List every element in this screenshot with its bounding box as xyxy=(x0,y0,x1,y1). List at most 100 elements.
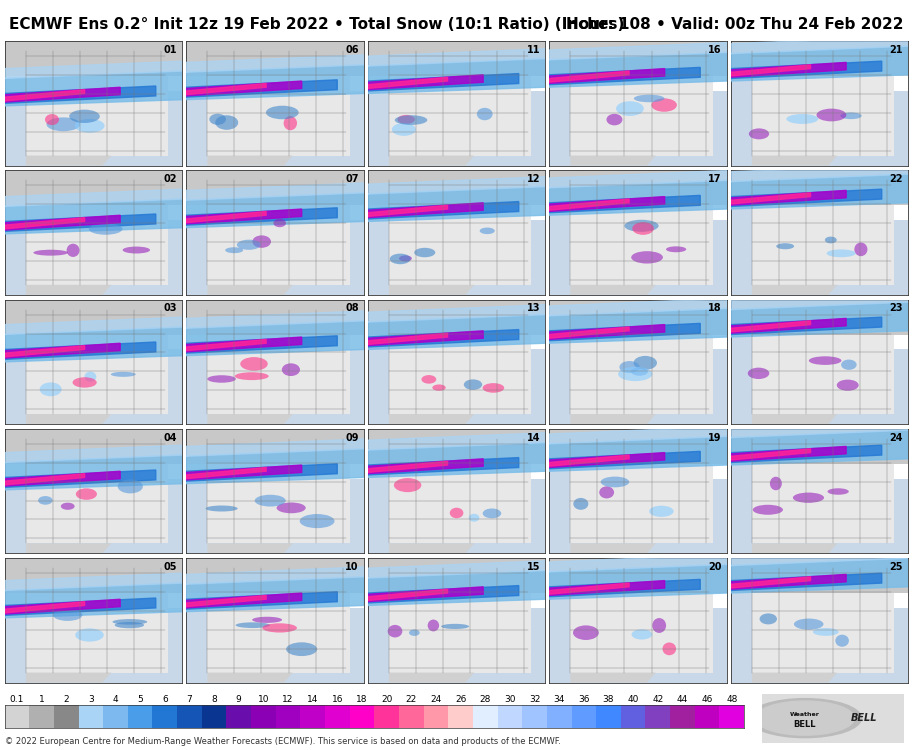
Bar xyxy=(5,558,183,593)
Bar xyxy=(424,705,448,728)
Bar xyxy=(572,705,596,728)
Text: 16: 16 xyxy=(708,45,721,55)
Polygon shape xyxy=(368,206,447,217)
Polygon shape xyxy=(549,565,727,599)
Polygon shape xyxy=(549,427,727,444)
Polygon shape xyxy=(186,311,364,328)
Bar xyxy=(226,705,251,728)
Ellipse shape xyxy=(409,629,420,636)
Ellipse shape xyxy=(599,486,614,499)
Ellipse shape xyxy=(776,243,794,249)
Bar xyxy=(549,41,727,76)
Text: BELL: BELL xyxy=(793,721,816,730)
Polygon shape xyxy=(730,448,811,460)
Polygon shape xyxy=(207,543,293,554)
Bar xyxy=(385,280,545,295)
Text: 22: 22 xyxy=(405,694,417,703)
Bar xyxy=(22,409,183,424)
Text: 10: 10 xyxy=(257,694,269,703)
Bar xyxy=(524,220,545,289)
Text: 01: 01 xyxy=(163,45,177,55)
Polygon shape xyxy=(5,62,183,79)
Ellipse shape xyxy=(277,503,306,513)
Polygon shape xyxy=(368,202,519,219)
Ellipse shape xyxy=(619,361,640,373)
Bar xyxy=(26,571,168,673)
Ellipse shape xyxy=(236,240,261,250)
Ellipse shape xyxy=(72,377,97,388)
Polygon shape xyxy=(186,81,301,96)
Polygon shape xyxy=(549,170,727,188)
Polygon shape xyxy=(549,43,727,60)
Text: 32: 32 xyxy=(529,694,540,703)
Text: 36: 36 xyxy=(578,694,590,703)
Polygon shape xyxy=(389,285,474,295)
Text: 10: 10 xyxy=(345,562,359,572)
Ellipse shape xyxy=(284,116,297,130)
Ellipse shape xyxy=(433,385,446,391)
Bar xyxy=(706,220,727,289)
Text: ECMWF Ens 0.2° Init 12z 19 Feb 2022 • Total Snow (10:1 Ratio) (Inches): ECMWF Ens 0.2° Init 12z 19 Feb 2022 • To… xyxy=(9,17,624,32)
Bar xyxy=(887,608,908,676)
Ellipse shape xyxy=(207,375,236,382)
Text: 30: 30 xyxy=(504,694,516,703)
Polygon shape xyxy=(549,325,665,340)
Text: 40: 40 xyxy=(627,694,639,703)
Polygon shape xyxy=(730,573,882,590)
Text: 1: 1 xyxy=(38,694,45,703)
Bar xyxy=(549,300,727,334)
Bar xyxy=(26,312,168,414)
Ellipse shape xyxy=(38,496,53,505)
Bar xyxy=(719,705,744,728)
Ellipse shape xyxy=(255,495,286,506)
Polygon shape xyxy=(730,319,846,333)
Polygon shape xyxy=(368,187,545,221)
Polygon shape xyxy=(5,189,183,206)
Bar xyxy=(186,170,364,206)
Ellipse shape xyxy=(53,609,82,621)
Bar xyxy=(204,668,364,682)
Polygon shape xyxy=(368,329,519,347)
Bar xyxy=(5,170,37,295)
Polygon shape xyxy=(549,71,629,82)
Circle shape xyxy=(755,701,855,735)
Polygon shape xyxy=(5,199,183,234)
Polygon shape xyxy=(26,155,111,166)
Ellipse shape xyxy=(632,629,652,640)
Text: 03: 03 xyxy=(163,304,177,313)
Polygon shape xyxy=(730,62,846,77)
Bar xyxy=(730,558,762,682)
Text: 05: 05 xyxy=(163,562,177,572)
Polygon shape xyxy=(5,474,85,485)
Ellipse shape xyxy=(75,628,104,642)
Ellipse shape xyxy=(110,372,136,376)
Polygon shape xyxy=(549,580,665,596)
Text: 19: 19 xyxy=(708,433,721,442)
Ellipse shape xyxy=(67,244,79,257)
Polygon shape xyxy=(207,155,293,166)
Bar xyxy=(29,705,54,728)
Polygon shape xyxy=(5,217,85,229)
Text: 38: 38 xyxy=(603,694,614,703)
Polygon shape xyxy=(368,442,545,478)
Ellipse shape xyxy=(616,101,644,116)
Polygon shape xyxy=(186,55,364,72)
Text: 23: 23 xyxy=(889,304,903,313)
Polygon shape xyxy=(5,317,183,334)
Polygon shape xyxy=(730,164,908,182)
Bar xyxy=(571,312,713,414)
Bar xyxy=(186,558,364,593)
Polygon shape xyxy=(368,75,483,90)
Ellipse shape xyxy=(837,380,858,391)
Ellipse shape xyxy=(399,256,412,262)
Polygon shape xyxy=(5,71,183,106)
Ellipse shape xyxy=(47,118,80,131)
Polygon shape xyxy=(549,323,700,340)
Bar xyxy=(522,705,547,728)
Text: 20: 20 xyxy=(381,694,393,703)
Text: 7: 7 xyxy=(186,694,193,703)
Ellipse shape xyxy=(631,251,663,263)
Bar xyxy=(706,478,727,547)
Bar xyxy=(186,429,364,464)
Text: 08: 08 xyxy=(345,304,359,313)
